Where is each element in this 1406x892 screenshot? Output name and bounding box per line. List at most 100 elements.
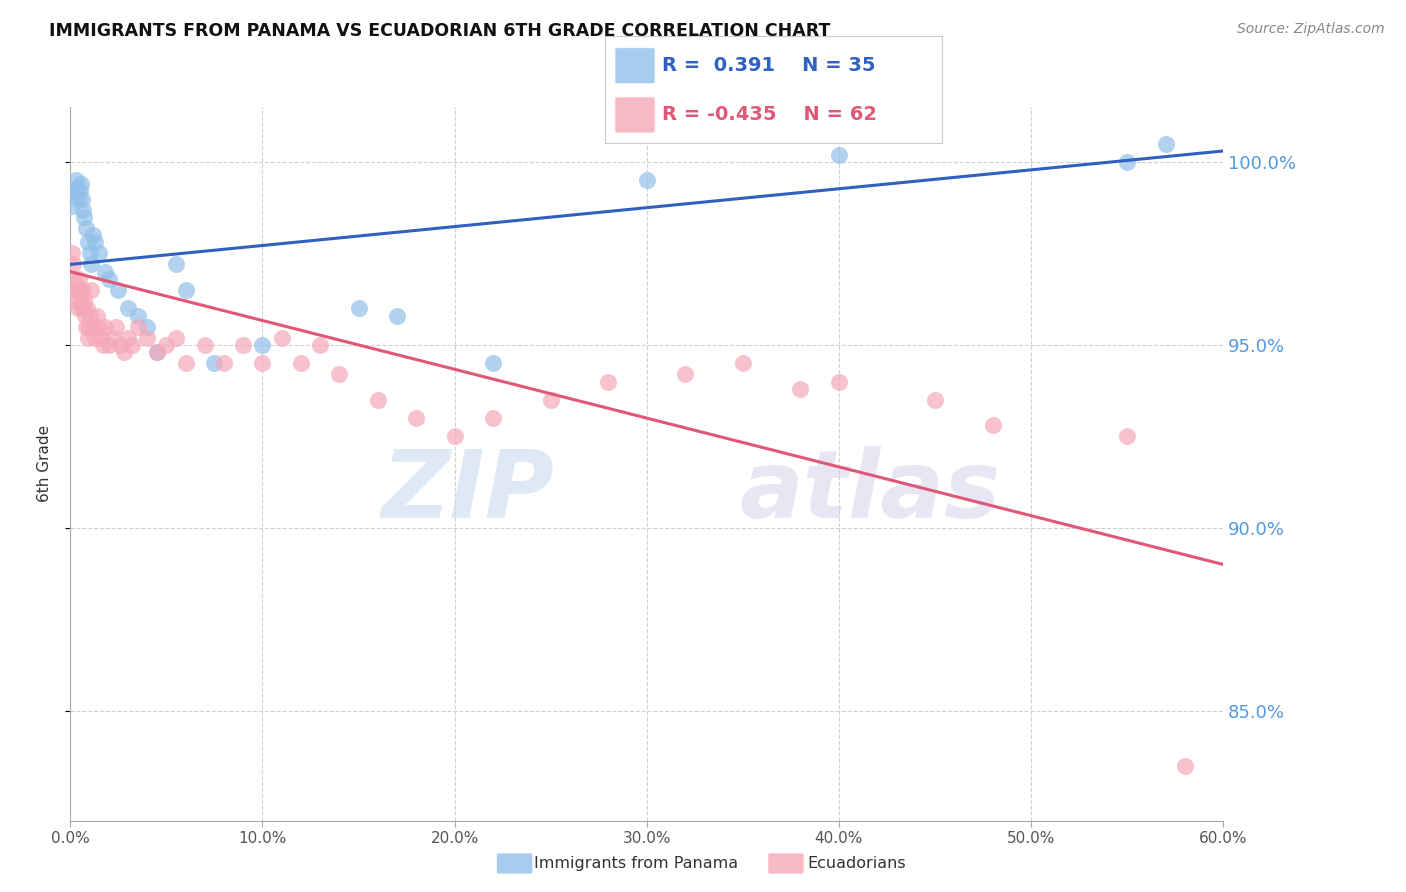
Point [84,330,107,344]
Point [84,235,107,250]
Point [789,382,811,396]
Point [146,345,169,359]
Point [97,272,120,286]
Text: ZIP: ZIP [381,446,554,539]
Point [1154,136,1177,151]
FancyBboxPatch shape [614,47,655,84]
Point [63,272,86,286]
Point [79,246,101,260]
Point [212,356,235,370]
Point [252,338,274,352]
Point [91,338,114,352]
Point [60,199,83,213]
Point [636,173,658,187]
Point [69,283,91,297]
Text: IMMIGRANTS FROM PANAMA VS ECUADORIAN 6TH GRADE CORRELATION CHART: IMMIGRANTS FROM PANAMA VS ECUADORIAN 6TH… [49,22,831,40]
Point [67,272,90,286]
Point [94,265,117,279]
Point [347,301,370,316]
Point [112,345,135,359]
Point [598,375,620,389]
Point [328,367,350,381]
Point [1116,155,1139,169]
Point [66,301,89,316]
Point [82,319,104,334]
Point [70,301,93,316]
Point [75,319,97,334]
Point [204,356,226,370]
Point [82,228,104,243]
Point [73,293,96,308]
Point [367,392,389,407]
Point [70,177,93,191]
Text: R =  0.391    N = 35: R = 0.391 N = 35 [662,56,876,75]
Point [70,293,93,308]
Point [87,319,111,334]
Text: Ecuadorians: Ecuadorians [807,856,905,871]
Point [90,330,112,344]
Point [76,235,98,250]
Point [136,319,159,334]
Point [77,319,100,334]
Point [1174,758,1197,772]
Point [117,301,139,316]
Point [174,283,197,297]
Point [72,202,94,217]
Point [155,338,177,352]
Point [540,392,562,407]
Point [86,309,108,323]
Point [110,338,132,352]
Point [443,429,465,443]
Point [87,246,111,260]
Point [165,257,187,271]
Point [80,257,103,271]
FancyBboxPatch shape [614,96,655,133]
Point [69,184,91,198]
Point [107,283,129,297]
Point [73,309,96,323]
Point [63,283,86,297]
Point [290,356,312,370]
Point [252,356,274,370]
Point [232,338,254,352]
Point [97,338,120,352]
Point [73,210,96,224]
Point [136,330,159,344]
Point [127,309,149,323]
Point [65,293,87,308]
Point [165,330,187,344]
Point [194,338,217,352]
Point [127,319,149,334]
Point [66,192,89,206]
Point [62,257,84,271]
Point [174,356,197,370]
Point [385,309,408,323]
Point [673,367,696,381]
Point [76,301,98,316]
Point [66,283,89,297]
Point [731,356,754,370]
Point [981,418,1004,433]
Point [63,184,86,198]
Point [94,319,117,334]
Point [72,283,94,297]
Text: R = -0.435    N = 62: R = -0.435 N = 62 [662,105,877,124]
Text: Immigrants from Panama: Immigrants from Panama [534,856,738,871]
Point [60,246,83,260]
Point [309,338,332,352]
Y-axis label: 6th Grade: 6th Grade [37,425,52,502]
Point [146,345,169,359]
Point [117,330,139,344]
Point [76,330,98,344]
Point [65,173,87,187]
Point [482,411,505,425]
Point [66,180,89,194]
Point [482,356,505,370]
Point [1116,429,1139,443]
Text: atlas: atlas [740,446,1000,539]
Text: Source: ZipAtlas.com: Source: ZipAtlas.com [1237,22,1385,37]
Point [79,309,101,323]
Point [828,147,851,161]
Point [75,220,97,235]
Point [105,319,128,334]
